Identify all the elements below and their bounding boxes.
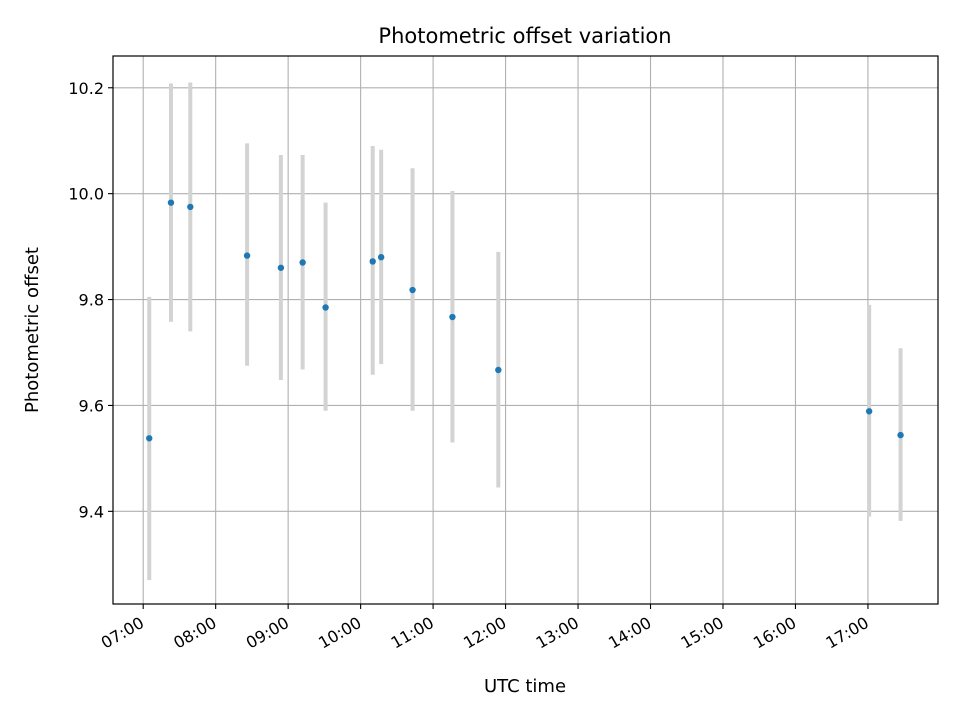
y-tick-label: 10.2 — [68, 79, 104, 98]
data-point — [377, 253, 385, 261]
data-points — [146, 199, 904, 442]
x-axis-label: UTC time — [484, 676, 566, 697]
data-point — [146, 435, 153, 442]
y-tick-label: 9.6 — [79, 396, 104, 415]
grid — [113, 56, 938, 604]
y-axis-label: Photometric offset — [22, 247, 43, 413]
data-point — [322, 304, 329, 311]
data-point — [299, 259, 306, 266]
chart-title: Photometric offset variation — [378, 24, 671, 48]
data-point — [897, 431, 904, 439]
data-point — [409, 286, 416, 294]
data-point — [187, 203, 194, 211]
y-axis-ticks: 9.4 9.6 9.8 10.0 10.2 — [68, 79, 113, 521]
data-point — [243, 252, 251, 259]
data-point — [277, 264, 285, 271]
y-tick-label: 9.4 — [79, 502, 104, 521]
y-tick-label: 9.8 — [79, 291, 104, 310]
data-point — [449, 313, 456, 321]
data-point — [369, 258, 376, 265]
plot-frame — [112, 55, 939, 605]
data-point — [865, 408, 873, 415]
y-tick-label: 10.0 — [68, 185, 104, 204]
data-point — [167, 199, 175, 206]
data-point — [495, 366, 502, 374]
